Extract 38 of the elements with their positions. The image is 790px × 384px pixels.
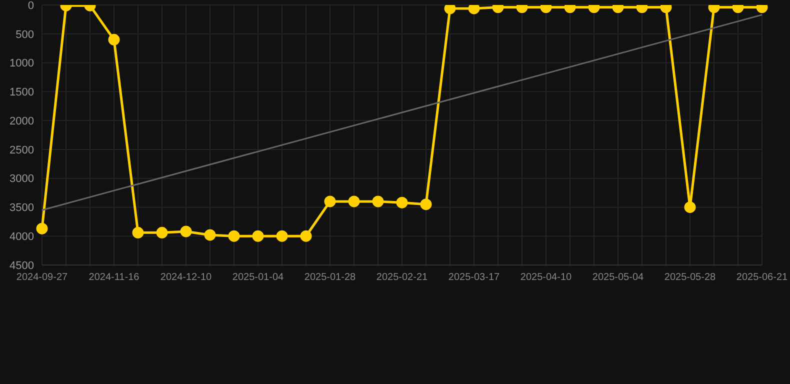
y-tick-label: 4000 xyxy=(10,231,34,244)
x-tick-label: 2025-01-28 xyxy=(304,272,356,284)
y-tick-label: 3500 xyxy=(10,202,34,214)
point xyxy=(396,196,408,208)
point xyxy=(468,5,480,14)
y-tick-label: 0 xyxy=(28,0,34,12)
y-tick-label: 2500 xyxy=(10,144,34,156)
point xyxy=(156,226,168,238)
x-tick-label: 2025-01-04 xyxy=(232,272,284,284)
x-tick-label: 2024-09-27 xyxy=(16,272,68,284)
point xyxy=(276,230,288,242)
point xyxy=(132,226,144,238)
y-tick-label: 2000 xyxy=(10,115,34,128)
y-tick-label: 1000 xyxy=(10,58,34,70)
point xyxy=(420,198,432,210)
x-tick-label: 2024-12-10 xyxy=(160,272,212,284)
x-tick-label: 2025-05-04 xyxy=(592,272,644,284)
point xyxy=(444,5,456,14)
x-tick-label: 2025-05-28 xyxy=(664,272,716,284)
y-tick-label: 1500 xyxy=(10,86,34,99)
y-tick-label: 3000 xyxy=(10,173,34,186)
x-tick-label: 2025-04-10 xyxy=(520,272,572,284)
point xyxy=(324,196,336,208)
x-tick-label: 2025-02-21 xyxy=(376,272,428,284)
point xyxy=(228,230,240,242)
point xyxy=(684,201,696,213)
x-tick-label: 2025-03-17 xyxy=(448,272,500,284)
point xyxy=(300,230,312,242)
point xyxy=(36,222,48,234)
y-tick-label: 4500 xyxy=(10,260,34,272)
y-tick-label: 500 xyxy=(16,28,34,41)
point xyxy=(180,226,192,238)
x-tick-label: 2024-11-16 xyxy=(88,272,140,284)
point xyxy=(252,230,264,242)
point xyxy=(204,229,216,241)
point xyxy=(372,196,384,208)
x-tick-label: 2025-06-21 xyxy=(736,272,788,284)
point xyxy=(348,196,360,208)
